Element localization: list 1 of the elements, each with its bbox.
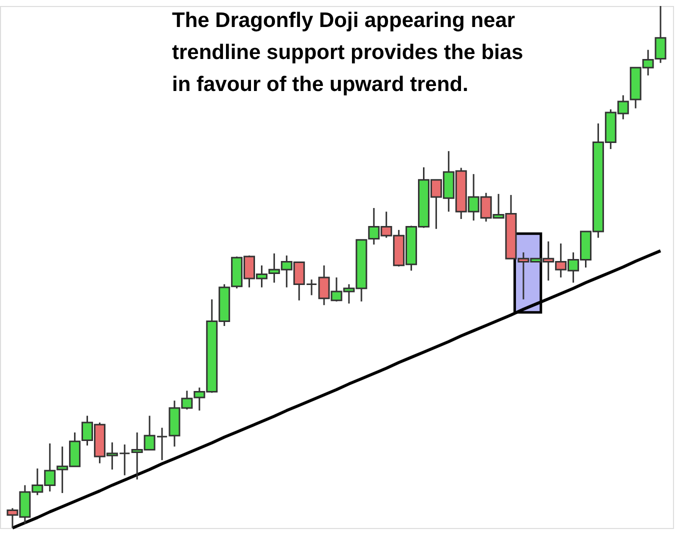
annotation: The Dragonfly Doji appearing near trendline support provides the bias in favour of the upward trend. bbox=[172, 9, 524, 96]
